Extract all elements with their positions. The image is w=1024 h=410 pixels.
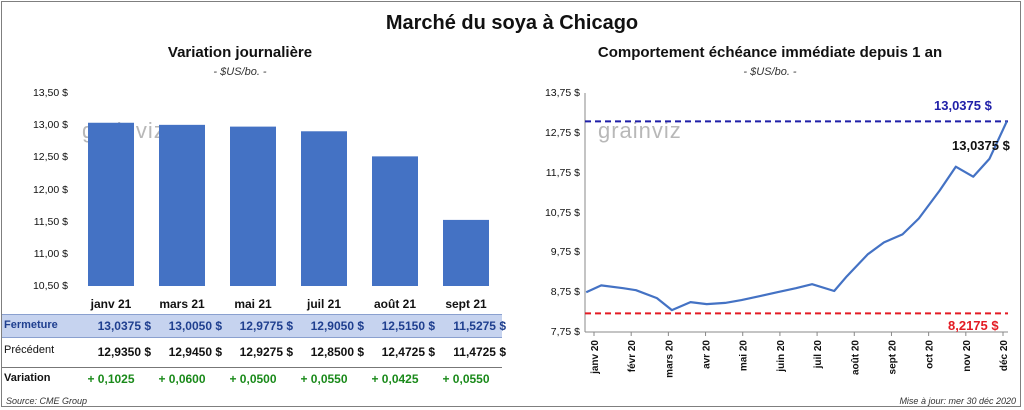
table-cell-fermeture: 13,0375 $ xyxy=(97,319,151,333)
table-cell-precedent: 12,9350 $ xyxy=(97,345,151,359)
last-value-label: 13,0375 $ xyxy=(952,138,1010,153)
bar-août-21 xyxy=(372,156,418,286)
x-tick-label: oct 20 xyxy=(925,340,936,369)
low-value-label: 8,2175 $ xyxy=(948,318,999,333)
row-precedent: Précédent xyxy=(2,340,502,362)
table-cell-fermeture: 12,9050 $ xyxy=(310,319,364,333)
update-note: Mise à jour: mer 30 déc 2020 xyxy=(899,396,1016,406)
row-label-fermeture: Fermeture xyxy=(4,319,58,331)
right-y-tick-label: 10,75 $ xyxy=(544,206,580,219)
table-cell-precedent: 12,4725 $ xyxy=(381,345,435,359)
left-chart-unit: - $US/bo. - xyxy=(213,66,267,78)
x-category-label: mai 21 xyxy=(234,297,272,311)
table-cell-variation: + 0,0550 xyxy=(442,372,490,386)
bar-juil-21 xyxy=(301,131,347,286)
left-y-tick-label: 12,00 $ xyxy=(32,183,68,196)
left-chart-title: Variation journalière xyxy=(167,44,313,61)
right-y-tick-label: 8,75 $ xyxy=(550,286,580,299)
table-cell-variation: + 0,1025 xyxy=(87,372,135,386)
table-cell-fermeture: 11,5275 $ xyxy=(453,319,506,333)
right-y-tick-label: 13,75 $ xyxy=(544,87,580,99)
high-value-label: 13,0375 $ xyxy=(934,98,992,113)
page-title: Marché du soya à Chicago xyxy=(385,12,639,34)
x-tick-label: nov 20 xyxy=(962,340,973,372)
left-y-tick-label: 13,00 $ xyxy=(32,119,68,132)
x-tick-label: juin 20 xyxy=(776,340,787,373)
right-chart-unit: - $US/bo. - xyxy=(743,66,797,78)
x-category-label: janv 21 xyxy=(90,297,132,311)
row-label-variation: Variation xyxy=(4,372,51,384)
x-tick-label: déc 20 xyxy=(999,340,1010,372)
source-note: Source: CME Group xyxy=(6,396,88,406)
table-cell-fermeture: 13,0050 $ xyxy=(168,319,222,333)
left-y-tick-label: 12,50 $ xyxy=(32,151,68,164)
table-cell-variation: + 0,0500 xyxy=(229,372,277,386)
right-chart-title: Comportement échéance immédiate depuis 1… xyxy=(597,44,943,61)
row-fermeture: Fermeture xyxy=(2,314,502,338)
table-cell-precedent: 11,4725 $ xyxy=(453,345,506,359)
right-y-tick-label: 12,75 $ xyxy=(544,126,580,139)
table-cell-fermeture: 12,5150 $ xyxy=(381,319,435,333)
x-tick-label: mars 20 xyxy=(664,340,675,378)
x-tick-label: avr 20 xyxy=(702,340,713,369)
left-y-tick-label: 10,50 $ xyxy=(32,280,68,292)
row-variation: Variation xyxy=(2,367,502,390)
left-y-tick-label: 11,50 $ xyxy=(33,215,68,228)
x-category-label: juil 21 xyxy=(306,297,341,311)
left-y-tick-label: 13,50 $ xyxy=(32,87,68,99)
table-cell-variation: + 0,0425 xyxy=(371,372,419,386)
table-cell-precedent: 12,8500 $ xyxy=(310,345,364,359)
table-cell-variation: + 0,0600 xyxy=(158,372,206,386)
bar-mars-21 xyxy=(159,124,205,286)
left-bar-chart xyxy=(88,122,489,286)
table-cell-fermeture: 12,9775 $ xyxy=(239,319,293,333)
left-y-tick-label: 11,00 $ xyxy=(33,247,68,260)
x-tick-label: juil 20 xyxy=(813,340,824,370)
bar-janv-21 xyxy=(88,122,134,286)
table-cell-precedent: 12,9275 $ xyxy=(239,345,293,359)
table-cell-precedent: 12,9450 $ xyxy=(168,345,222,359)
bar-mai-21 xyxy=(230,126,276,286)
right-y-tick-label: 9,75 $ xyxy=(550,246,580,259)
x-tick-label: août 20 xyxy=(850,340,861,375)
x-tick-label: mai 20 xyxy=(739,340,750,372)
table-cell-variation: + 0,0550 xyxy=(300,372,348,386)
x-category-label: mars 21 xyxy=(159,297,205,311)
right-y-tick-label: 11,75 $ xyxy=(545,166,580,179)
x-tick-label: févr 20 xyxy=(627,340,638,373)
x-category-label: août 21 xyxy=(373,297,416,311)
row-label-precedent: Précédent xyxy=(4,344,55,356)
x-tick-label: sept 20 xyxy=(887,340,898,375)
right-y-tick-label: 7,75 $ xyxy=(550,326,580,338)
x-tick-label: janv 20 xyxy=(590,340,601,375)
price-line xyxy=(585,120,1008,312)
bar-sept-21 xyxy=(443,219,489,286)
x-category-label: sept 21 xyxy=(445,297,487,311)
